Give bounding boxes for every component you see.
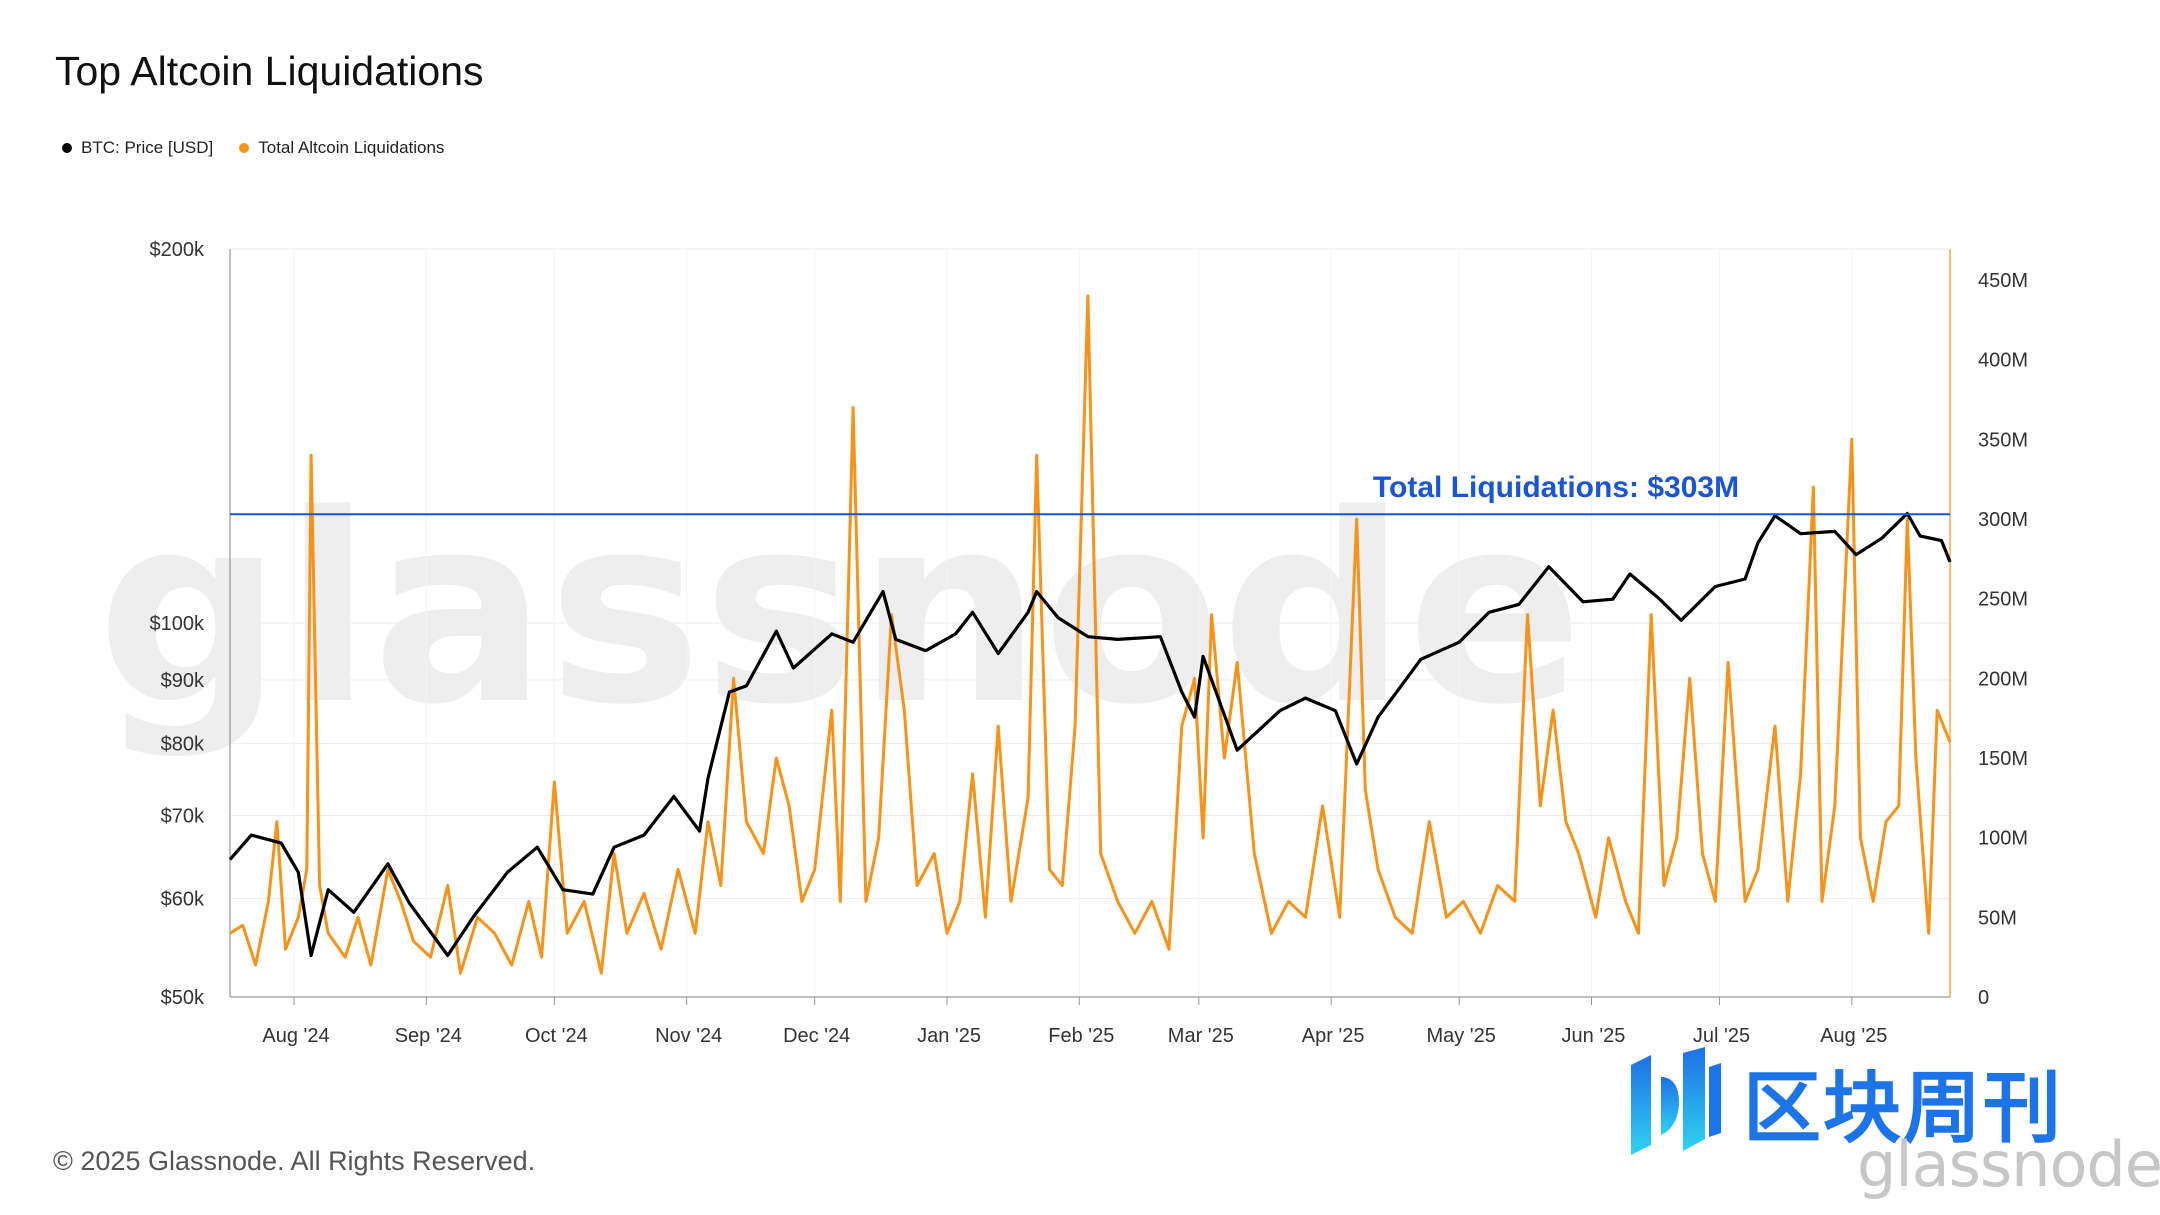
x-tick-label: Oct '24 <box>525 1025 588 1047</box>
x-tick-label: Nov '24 <box>655 1025 722 1047</box>
y-left-tick-label: $50k <box>161 987 205 1009</box>
btc-price-line[interactable] <box>228 511 1952 958</box>
y-left-tick-label: $90k <box>161 670 205 692</box>
y-right-tick-label: 200M <box>1978 668 2028 690</box>
y-left-tick-label: $60k <box>161 889 205 911</box>
x-tick-label: Jul '25 <box>1693 1025 1750 1047</box>
chart-title: Top Altcoin Liquidations <box>55 48 484 94</box>
y-right-tick-label: 350M <box>1978 429 2028 451</box>
glassnode-logo-watermark: glassnode <box>1857 1128 2160 1201</box>
x-tick-label: Jun '25 <box>1562 1025 1626 1047</box>
y-right-tick-label: 400M <box>1978 350 2028 372</box>
altcoin-liquidations-line[interactable] <box>229 294 1952 975</box>
annotation-group: Total Liquidations: $303M <box>230 471 1950 516</box>
y-right-tick-label: 50M <box>1978 907 2017 929</box>
x-tick-label: Jan '25 <box>917 1025 981 1047</box>
liquidations-series[interactable] <box>229 294 1952 975</box>
x-tick-label: Sep '24 <box>395 1025 462 1047</box>
chart-axes <box>229 249 1951 1005</box>
grid-lines <box>230 248 1950 998</box>
blockchain-weekly-logo: 区块周刊 <box>1627 1046 2063 1158</box>
copyright-footer: © 2025 Glassnode. All Rights Reserved. <box>53 1146 536 1176</box>
y-right-tick-label: 100M <box>1978 828 2028 850</box>
x-tick-label: Mar '25 <box>1168 1025 1234 1047</box>
x-tick-label: Aug '25 <box>1820 1025 1887 1047</box>
x-tick-label: Apr '25 <box>1302 1025 1365 1047</box>
y-left-tick-label: $80k <box>161 733 205 755</box>
chart-legend: BTC: Price [USD] Total Altcoin Liquidati… <box>62 138 444 158</box>
y-right-tick-label: 300M <box>1978 509 2028 531</box>
y-right-tick-label: 150M <box>1978 748 2028 770</box>
y-right-tick-label: 250M <box>1978 589 2028 611</box>
legend-item-altcoin-liquidations[interactable]: Total Altcoin Liquidations <box>239 138 444 158</box>
x-tick-label: Dec '24 <box>783 1025 850 1047</box>
blockchain-weekly-logo-text: 区块周刊 <box>1743 1064 2064 1154</box>
y-right-tick-label: 0 <box>1978 987 1989 1009</box>
y-left-tick-label: $100k <box>150 613 205 635</box>
btc-price-series[interactable] <box>228 511 1952 958</box>
x-tick-label: May '25 <box>1426 1025 1495 1047</box>
y-right-tick-label: 450M <box>1978 270 2028 292</box>
legend-label-btc-price: BTC: Price [USD] <box>81 138 214 157</box>
x-tick-label: Feb '25 <box>1048 1025 1114 1047</box>
x-tick-label: Aug '24 <box>262 1025 329 1047</box>
y-left-tick-label: $70k <box>161 805 205 827</box>
tick-labels: $200k $100k $90k $80k $70k $60k $50k 0 50M 100M 15… <box>150 239 2029 1047</box>
legend-item-btc-price[interactable]: BTC: Price [USD] <box>62 138 213 158</box>
total-liquidations-annotation-label: Total Liquidations: $303M <box>1373 471 1739 504</box>
legend-label-altcoin-liquidations: Total Altcoin Liquidations <box>258 138 445 157</box>
legend-dot-liquidations-icon <box>239 143 250 153</box>
y-left-tick-label: $200k <box>150 239 205 261</box>
blockchain-weekly-logo-icon <box>1631 1047 1721 1155</box>
legend-dot-btc-icon <box>62 143 72 153</box>
